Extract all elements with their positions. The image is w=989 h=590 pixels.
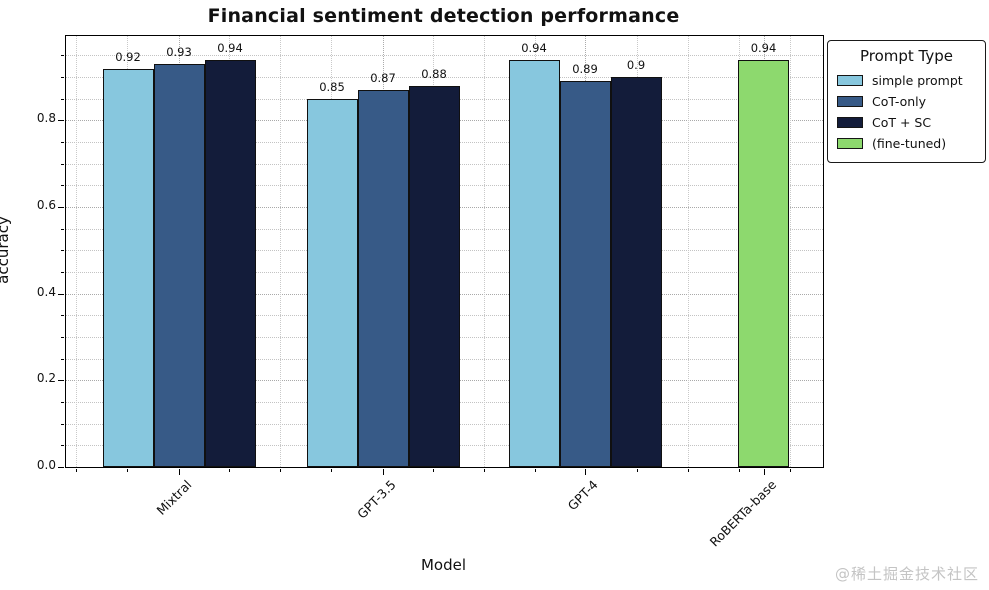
bar-value-label: 0.94: [217, 40, 243, 55]
legend-row: CoT + SC: [837, 112, 976, 133]
x-tick-label: GPT-3.5: [353, 477, 399, 522]
chart-title: Financial sentiment detection performanc…: [207, 5, 680, 27]
y-tick-major: [58, 120, 64, 122]
y-tick-minor: [61, 228, 64, 230]
y-tick-label: 0.6: [36, 198, 56, 213]
bar-value-label: 0.88: [421, 66, 447, 81]
y-tick-major: [58, 467, 64, 468]
legend-title: Prompt Type: [859, 47, 954, 65]
bar-value-label: 0.94: [521, 40, 547, 55]
bar-simple-prompt: [508, 59, 560, 467]
x-tick-minor: [229, 469, 230, 472]
y-gridline-minor: [66, 77, 823, 79]
legend: Prompt Type simple prompt CoT-only CoT + S…: [827, 40, 986, 163]
bar-cot-sc: [408, 85, 460, 467]
x-tick-major: [585, 469, 586, 475]
y-tick-minor: [61, 185, 64, 187]
y-tick-minor: [61, 98, 64, 100]
y-tick-minor: [61, 55, 64, 57]
bar-value-label: 0.9: [626, 58, 646, 73]
x-tick-label: RoBERTa-base: [706, 477, 780, 550]
legend-row: (fine-tuned): [837, 133, 976, 154]
x-tick-minor: [127, 469, 128, 472]
y-tick-major: [58, 380, 64, 382]
y-tick-label: 0.4: [36, 284, 56, 299]
x-tick-minor: [637, 469, 638, 472]
x-tick-minor: [484, 469, 485, 472]
legend-row: simple prompt: [837, 70, 976, 91]
y-tick-label: 0.8: [36, 111, 56, 126]
bar-value-label: 0.85: [319, 79, 345, 94]
y-tick-minor: [61, 272, 64, 274]
y-tick-minor: [61, 337, 64, 339]
legend-swatch: [837, 75, 863, 86]
y-tick-label: 0.2: [36, 371, 56, 386]
bar-value-label: 0.87: [370, 71, 396, 86]
legend-swatch: [837, 96, 863, 107]
x-gridline-minor: [688, 36, 689, 467]
y-tick-major: [58, 207, 64, 209]
y-tick-major: [58, 293, 64, 295]
x-tick-minor: [790, 469, 791, 472]
y-tick-minor: [61, 77, 64, 79]
y-tick-minor: [61, 445, 64, 447]
y-gridline-minor: [66, 55, 823, 57]
y-tick-minor: [61, 358, 64, 360]
x-tick-minor: [331, 469, 332, 472]
bar-cot-only: [559, 81, 611, 467]
legend-row: CoT-only: [837, 91, 976, 112]
bar-cot-only: [153, 64, 205, 467]
bar-simple-prompt: [102, 68, 154, 467]
x-tick-major: [383, 469, 384, 475]
bar-value-label: 0.93: [166, 45, 192, 60]
x-tick-label: Mixtral: [153, 477, 195, 518]
legend-label: CoT + SC: [872, 115, 932, 130]
bar-cot-sc: [610, 77, 662, 467]
x-tick-major: [763, 469, 765, 475]
y-tick-label: 0.0: [36, 458, 56, 472]
y-tick-minor: [61, 250, 64, 252]
y-tick-minor: [61, 315, 64, 317]
x-gridline-minor: [484, 36, 485, 467]
y-tick-minor: [61, 423, 64, 425]
y-tick-minor: [61, 163, 64, 165]
bar-cot-only: [357, 90, 409, 467]
legend-label: (fine-tuned): [872, 136, 947, 151]
y-tick-minor: [61, 402, 64, 404]
x-gridline-minor: [790, 36, 791, 467]
legend-swatch: [837, 138, 863, 149]
x-axis-label: Model: [420, 556, 467, 574]
x-tick-minor: [535, 469, 536, 472]
bar-value-label: 0.94: [750, 40, 777, 55]
legend-label: CoT-only: [872, 94, 927, 109]
x-gridline-minor: [280, 36, 281, 467]
plot-area: 0.92 0.93 0.94 0.85 0.87 0.88 0.94 0.89 0.9 0.94: [58, 35, 824, 475]
x-tick-minor: [688, 469, 689, 472]
legend-items: simple prompt CoT-only CoT + SC (fine-tuned…: [837, 70, 976, 154]
x-tick-minor: [280, 469, 281, 472]
x-tick-label: GPT-4: [564, 477, 601, 514]
x-tick-minor: [739, 469, 740, 472]
y-tick-minor: [61, 142, 64, 144]
legend-label: simple prompt: [872, 73, 963, 88]
bar-cot-sc: [204, 59, 256, 467]
x-tick-major: [179, 469, 180, 475]
bar-simple-prompt: [306, 98, 358, 467]
bar-value-label: 0.92: [115, 49, 141, 64]
bar-fine-tuned: [738, 59, 789, 467]
x-gridline-minor: [76, 36, 77, 467]
watermark: @稀土掘金技术社区: [834, 565, 979, 583]
x-tick-minor: [433, 469, 434, 472]
x-tick-minor: [76, 469, 77, 472]
legend-swatch: [837, 117, 863, 128]
bar-value-label: 0.89: [572, 62, 598, 77]
